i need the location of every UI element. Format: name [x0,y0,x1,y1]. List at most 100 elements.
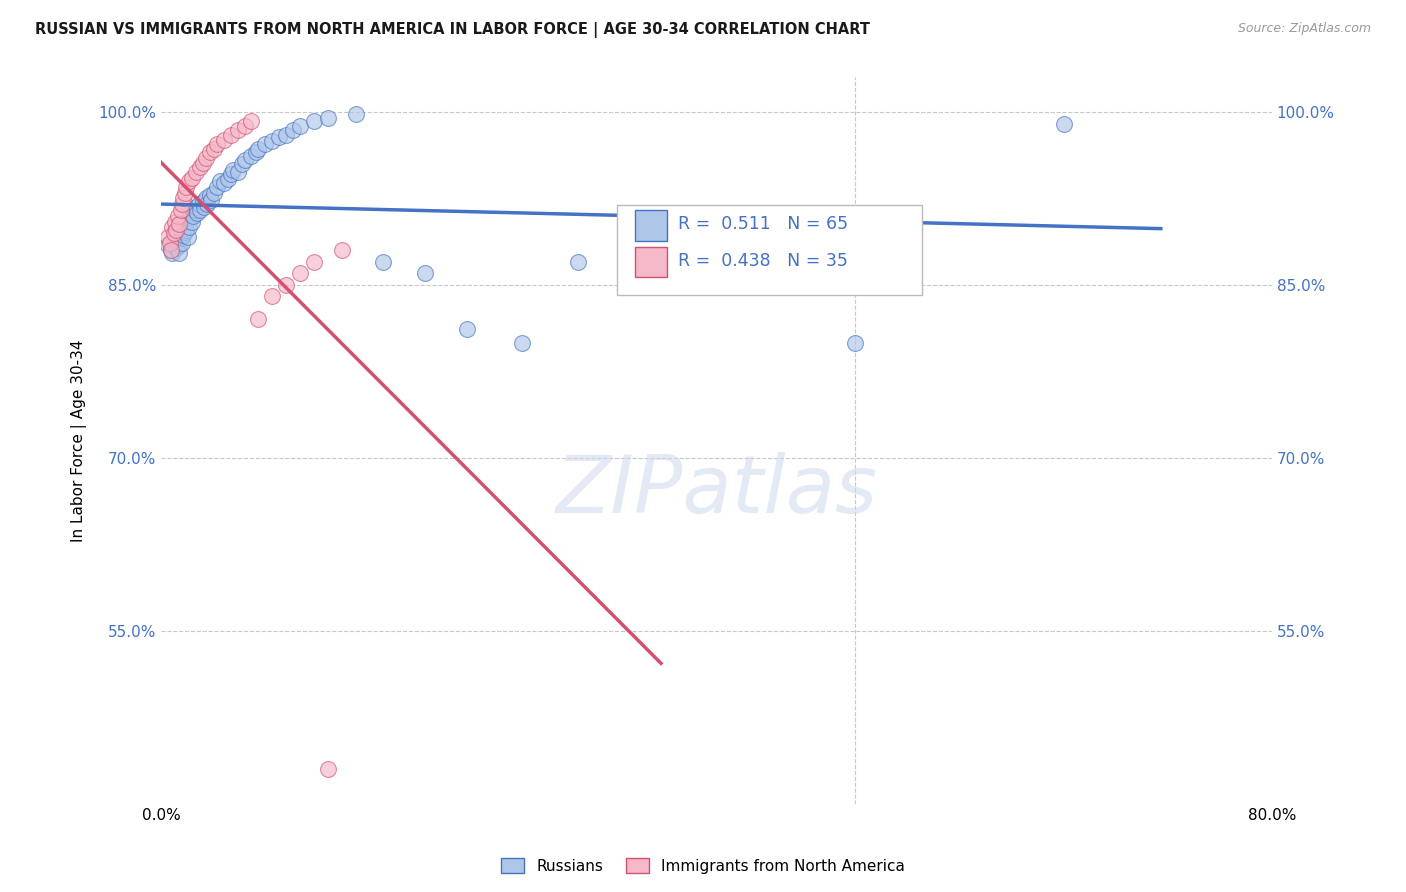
Point [200,193,222,207]
Point [231,157,253,171]
Point [202,186,225,200]
Point [167,209,190,223]
Point [193,200,215,214]
Point [373,255,395,269]
Point [844,335,866,350]
Point [188,161,211,175]
Text: Source: ZipAtlas.com: Source: ZipAtlas.com [1237,22,1371,36]
Point [184,200,207,214]
FancyBboxPatch shape [617,204,922,295]
Point [169,202,191,217]
Text: R =  0.511   N = 65: R = 0.511 N = 65 [678,215,848,233]
Point [302,114,325,128]
Point [174,214,197,228]
Point [172,220,194,235]
Point [195,197,218,211]
Text: RUSSIAN VS IMMIGRANTS FROM NORTH AMERICA IN LABOR FORCE | AGE 30-34 CORRELATION : RUSSIAN VS IMMIGRANTS FROM NORTH AMERICA… [35,22,870,38]
Point [288,119,311,133]
Point [186,206,208,220]
Point [169,222,191,236]
Point [170,197,193,211]
Point [456,322,478,336]
Point [165,214,187,228]
Text: ZIPatlas: ZIPatlas [555,452,877,531]
Point [316,111,339,125]
Point [233,153,256,168]
Point [174,180,197,194]
Point [166,222,188,236]
Point [167,245,190,260]
Point [212,177,235,191]
Point [344,107,367,121]
Point [269,130,291,145]
Point [176,229,198,244]
Point [247,142,270,156]
Point [245,145,267,160]
Point [166,241,188,255]
Point [177,174,200,188]
Point [184,165,207,179]
Point [191,155,214,169]
Point [330,244,353,258]
Point [262,289,284,303]
Point [179,206,201,220]
Point [205,180,228,194]
Point [567,255,589,269]
Point [413,266,436,280]
Point [188,202,211,217]
Point [198,145,221,160]
Y-axis label: In Labor Force | Age 30-34: In Labor Force | Age 30-34 [72,339,87,541]
Point [160,244,183,258]
Point [172,228,194,243]
Point [254,137,277,152]
Point [180,214,202,228]
Legend: Russians, Immigrants from North America: Russians, Immigrants from North America [495,852,911,880]
Point [163,226,186,240]
Point [187,197,209,211]
Point [191,194,214,209]
Point [194,191,217,205]
Point [173,225,195,239]
Point [219,167,242,181]
Point [157,229,180,244]
Point [194,151,217,165]
Point [208,174,231,188]
Point [198,188,221,202]
Point [510,335,533,350]
Point [183,202,205,217]
Point [167,225,190,239]
Point [181,209,204,223]
Point [165,226,187,240]
Text: R =  0.438   N = 35: R = 0.438 N = 35 [678,252,848,270]
Point [180,170,202,185]
Point [219,128,242,142]
Point [202,142,225,156]
Point [276,277,298,292]
Point [173,186,195,200]
Point [170,236,193,251]
Point [240,114,263,128]
Point [167,232,190,246]
Point [160,244,183,258]
Point [288,266,311,280]
FancyBboxPatch shape [636,247,666,277]
Point [226,165,249,179]
Point [172,191,194,205]
Point [205,137,228,152]
Point [174,222,197,236]
Point [240,149,263,163]
Point [247,312,270,326]
Point [159,236,181,251]
Point [217,172,239,186]
Point [165,234,187,248]
Point [302,255,325,269]
Point [226,123,249,137]
Point [177,211,200,225]
Point [162,245,184,260]
Point [222,162,245,177]
Point [162,220,184,235]
Point [281,123,304,137]
Point [157,237,180,252]
Point [167,237,190,252]
Point [316,762,339,776]
